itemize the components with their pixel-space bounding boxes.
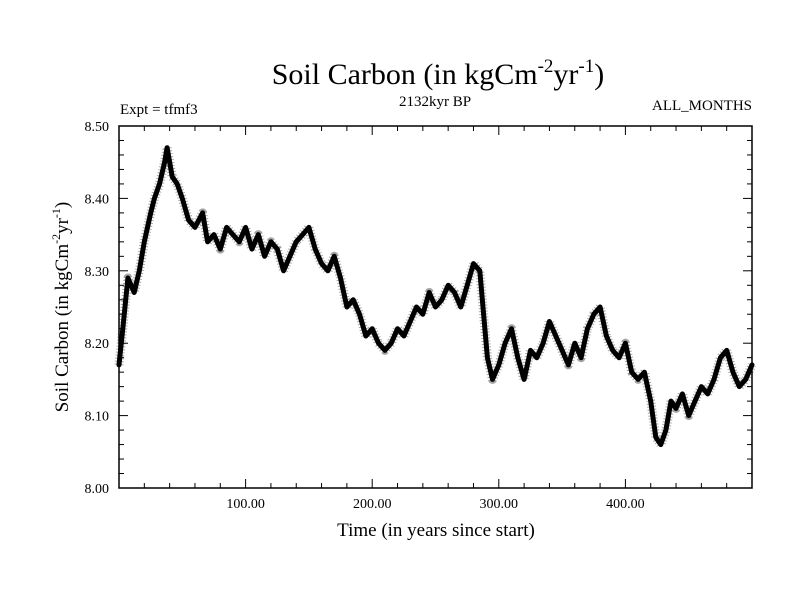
ylabel-superscript-2: -1 — [49, 208, 63, 218]
x-tick-label: 200.00 — [353, 497, 392, 512]
subtitle-center: 2132kyr BP — [399, 94, 471, 110]
y-tick-label: 8.30 — [85, 265, 110, 280]
y-axis-label: Soil Carbon (in kgCm-2yr-1) — [49, 202, 73, 413]
y-tick-label: 8.00 — [85, 482, 110, 497]
ylabel-mid: yr — [52, 217, 73, 234]
series-layer — [114, 143, 757, 450]
x-tick-label: 300.00 — [480, 497, 519, 512]
y-tick-label: 8.20 — [85, 337, 110, 352]
y-tick-label: 8.50 — [85, 120, 110, 135]
x-tick-label: 400.00 — [606, 497, 645, 512]
series-line-soil-carbon — [116, 145, 755, 448]
subtitle-left: Expt = tfmf3 — [120, 102, 198, 118]
ylabel-main: Soil Carbon (in kgCm — [52, 244, 73, 413]
x-tick-label: 100.00 — [226, 497, 265, 512]
y-tick-label: 8.10 — [85, 410, 110, 425]
x-axis-label: Time (in years since start) — [337, 520, 535, 541]
title-superscript-2: -1 — [578, 56, 594, 77]
title-mid: yr — [553, 58, 578, 91]
series-noise-band — [114, 143, 757, 450]
ylabel-end: ) — [52, 202, 73, 208]
ylabel-superscript-1: -2 — [49, 234, 63, 244]
x-axis: 100.00 200.00 300.00 400.00 — [143, 126, 728, 512]
title-main: Soil Carbon (in kgCm — [272, 58, 538, 91]
title-end: ) — [594, 58, 604, 91]
y-axis: 8.00 8.10 8.20 8.30 8.40 8.50 — [85, 120, 752, 497]
y-tick-label: 8.40 — [85, 192, 110, 207]
subtitle-right: ALL_MONTHS — [652, 98, 752, 114]
title-superscript-1: -2 — [538, 56, 554, 77]
chart-title: Soil Carbon (in kgCm-2yr-1) — [272, 56, 605, 91]
plot-frame — [118, 125, 753, 489]
